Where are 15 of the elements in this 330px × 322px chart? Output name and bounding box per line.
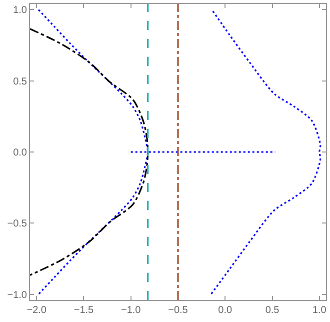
x-tick-label: −2.0 bbox=[26, 305, 47, 316]
y-tick-label: −1.0 bbox=[7, 290, 28, 301]
x-tick-label: 1.0 bbox=[312, 305, 327, 316]
line-series bbox=[38, 8, 149, 296]
line-series bbox=[30, 28, 149, 276]
x-tick-label: 0.0 bbox=[218, 305, 233, 316]
x-tick-label: 0.5 bbox=[265, 305, 280, 316]
y-tick-label: 0.0 bbox=[13, 148, 28, 158]
y-tick-label: 1.0 bbox=[13, 5, 28, 16]
x-tick-label: −0.5 bbox=[168, 305, 188, 316]
x-tick-label: −1.0 bbox=[120, 305, 142, 316]
y-tick-label: 0.5 bbox=[13, 76, 28, 88]
line-series bbox=[210, 10, 322, 296]
x-tick-label: −1.5 bbox=[74, 305, 94, 316]
y-tick-label: −0.5 bbox=[7, 218, 28, 230]
